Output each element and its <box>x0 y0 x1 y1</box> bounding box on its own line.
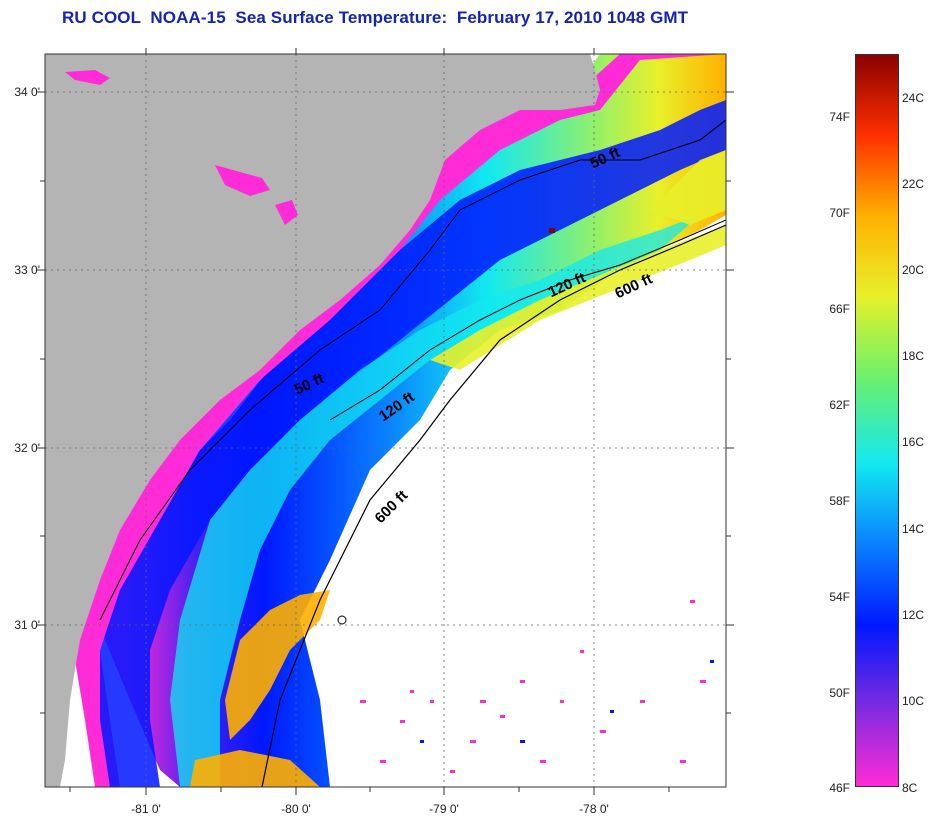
warm-patch-south <box>225 590 330 740</box>
warm-patch-bottom <box>190 750 320 787</box>
warm-pixel <box>549 228 555 233</box>
lon-tick-label: -81 0' <box>131 802 161 816</box>
colorbar-c-label: 16C <box>902 435 925 449</box>
scattered-pixels <box>360 600 706 773</box>
colorbar-c-label: 12C <box>902 608 925 622</box>
colorbar-f-label: 46F <box>829 781 850 795</box>
colorbar-f-label: 62F <box>829 398 850 412</box>
colorbar-f-label: 74F <box>829 110 850 124</box>
lon-tick-label: -80 0' <box>281 802 311 816</box>
colorbar-c-label: 8C <box>902 781 918 795</box>
lon-tick-label: -79 0' <box>429 802 459 816</box>
frame-ticks <box>37 48 734 795</box>
colorbar-c-label: 22C <box>902 177 925 191</box>
lat-tick-label: 31 0' <box>14 618 40 632</box>
colorbar-c-label: 24C <box>902 91 925 105</box>
isobath-120ft <box>329 219 726 421</box>
gulf-stream-edge <box>430 225 726 370</box>
colorbar-c-label: 10C <box>902 694 925 708</box>
colorbar-c-label: 14C <box>902 522 925 536</box>
marker-circle <box>337 615 347 625</box>
lat-lon-grid <box>45 54 726 787</box>
inland-water <box>275 200 298 225</box>
land-mass <box>45 54 600 787</box>
colorbar-c-label: 20C <box>902 263 925 277</box>
lat-tick-label: 33 0' <box>14 263 40 277</box>
colorbar-c-label: 18C <box>902 349 925 363</box>
lat-tick-label: 34 0' <box>14 85 40 99</box>
chart-title: RU COOL NOAA-15 Sea Surface Temperature:… <box>62 8 689 27</box>
colorbar-f-label: 66F <box>829 302 850 316</box>
inland-water <box>65 70 110 85</box>
mid-shelf-water <box>170 215 700 787</box>
inner-shelf-water <box>100 100 726 787</box>
scattered-pixels-blue <box>420 660 714 743</box>
isobath-50ft <box>99 119 726 621</box>
lon-tick-label: -78 0' <box>579 802 609 816</box>
gulf-stream-edge-north <box>650 150 726 225</box>
colorbar-f-label: 50F <box>829 686 850 700</box>
map-frame <box>44 53 727 788</box>
colorbar-f-label: 54F <box>829 590 850 604</box>
lat-tick-label: 32 0' <box>14 441 40 455</box>
colorbar-f-label: 58F <box>829 494 850 508</box>
colorbar <box>855 54 899 787</box>
isobath-600ft <box>261 224 726 787</box>
colorbar-f-label: 70F <box>829 206 850 220</box>
inland-water <box>215 165 270 196</box>
